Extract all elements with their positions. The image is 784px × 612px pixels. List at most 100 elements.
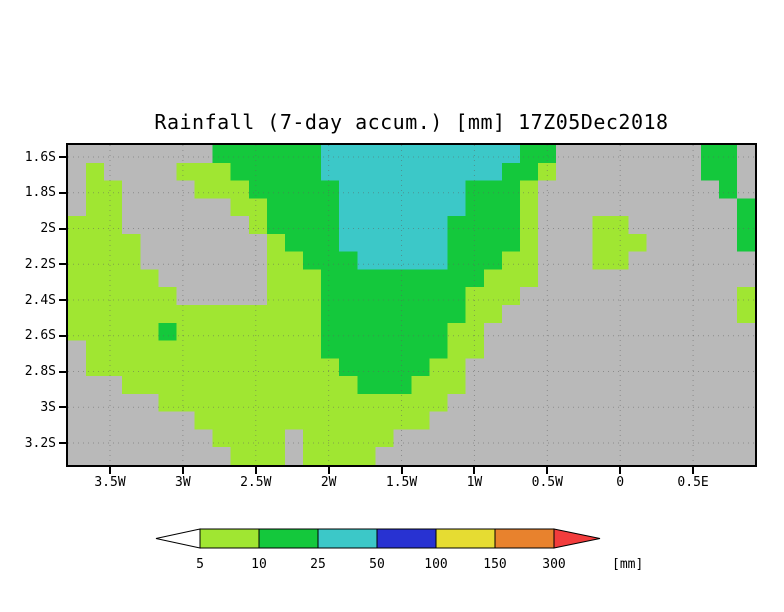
- map-cell: [556, 180, 575, 199]
- map-cell: [86, 162, 105, 182]
- map-cell: [176, 429, 196, 448]
- map-cell: [447, 376, 467, 395]
- map-cell: [176, 358, 196, 377]
- map-cell: [158, 233, 178, 253]
- map-cell: [736, 393, 755, 413]
- map-cell: [303, 162, 322, 182]
- map-cell: [212, 216, 232, 235]
- map-cell: [375, 447, 394, 465]
- map-cell: [248, 322, 268, 342]
- map-cell: [411, 305, 431, 324]
- map-cell: [375, 322, 394, 342]
- map-cell: [393, 269, 413, 288]
- map-cell: [429, 198, 449, 217]
- map-cell: [321, 145, 340, 164]
- map-cell: [266, 305, 286, 324]
- map-cell: [682, 287, 702, 306]
- map-cell: [718, 145, 738, 164]
- x-tick-label: 1W: [466, 475, 483, 490]
- map-cell: [610, 340, 629, 359]
- map-cell: [212, 393, 232, 413]
- map-cell: [230, 429, 250, 448]
- map-cell: [646, 233, 666, 253]
- map-cell: [86, 322, 105, 342]
- map-cell: [140, 251, 159, 270]
- map-cell: [86, 251, 105, 270]
- map-cell: [248, 233, 268, 253]
- map-cell: [700, 216, 720, 235]
- map-cell: [646, 305, 666, 324]
- map-cell: [538, 198, 557, 217]
- y-tick-label: 1.6S: [24, 149, 56, 165]
- colorbar-level-label: 150: [483, 557, 506, 572]
- map-cell: [574, 287, 593, 306]
- map-cell: [501, 429, 521, 448]
- map-cell: [610, 411, 629, 430]
- map-cell: [212, 305, 232, 324]
- map-cell: [212, 340, 232, 359]
- map-cell: [140, 322, 159, 342]
- map-cell: [465, 233, 485, 253]
- map-cell: [212, 233, 232, 253]
- map-cell: [501, 251, 521, 270]
- map-cell: [556, 287, 575, 306]
- map-cell: [736, 340, 755, 359]
- map-cell: [538, 429, 557, 448]
- map-cell: [411, 251, 431, 270]
- map-cell: [700, 322, 720, 342]
- map-cell: [556, 269, 575, 288]
- map-cell: [501, 287, 521, 306]
- map-cell: [104, 180, 123, 199]
- map-cell: [194, 358, 214, 377]
- map-cell: [646, 358, 666, 377]
- map-cell: [176, 162, 196, 182]
- map-cell: [375, 358, 394, 377]
- map-cell: [447, 358, 467, 377]
- map-cell: [447, 145, 467, 164]
- map-cell: [447, 287, 467, 306]
- map-cell: [176, 287, 196, 306]
- map-cell: [158, 322, 178, 342]
- map-cell: [357, 287, 376, 306]
- map-cell: [501, 358, 521, 377]
- x-tick-label: 2W: [320, 475, 337, 490]
- map-cell: [483, 145, 503, 164]
- map-cell: [447, 162, 467, 182]
- map-cell: [230, 180, 250, 199]
- map-cell: [592, 393, 611, 413]
- map-cell: [176, 411, 196, 430]
- map-cell: [646, 429, 666, 448]
- x-tick-mark: [327, 467, 330, 474]
- map-cell: [212, 269, 232, 288]
- map-cell: [447, 233, 467, 253]
- map-cell: [68, 162, 87, 182]
- map-cell: [700, 411, 720, 430]
- map-cell: [266, 162, 286, 182]
- map-cell: [104, 216, 123, 235]
- x-tick-label: 3.5W: [94, 475, 126, 490]
- map-cell: [538, 162, 557, 182]
- map-cell: [411, 393, 431, 413]
- map-cell: [321, 447, 340, 465]
- map-cell: [194, 269, 214, 288]
- map-cell: [194, 447, 214, 465]
- map-cell: [718, 287, 738, 306]
- map-cell: [284, 287, 304, 306]
- colorbar-level-label: 50: [369, 557, 385, 572]
- map-cell: [357, 233, 376, 253]
- map-cell: [140, 305, 159, 324]
- map-cell: [538, 287, 557, 306]
- x-tick-label: 2.5W: [240, 475, 272, 490]
- map-cell: [104, 269, 123, 288]
- map-cell: [538, 305, 557, 324]
- map-cell: [592, 216, 611, 235]
- map-cell: [646, 216, 666, 235]
- map-cell: [682, 145, 702, 164]
- map-cell: [519, 376, 539, 395]
- map-cell: [158, 447, 178, 465]
- map-cell: [375, 411, 394, 430]
- map-cell: [321, 429, 340, 448]
- map-cell: [86, 198, 105, 217]
- map-cell: [194, 411, 214, 430]
- map-cell: [574, 180, 593, 199]
